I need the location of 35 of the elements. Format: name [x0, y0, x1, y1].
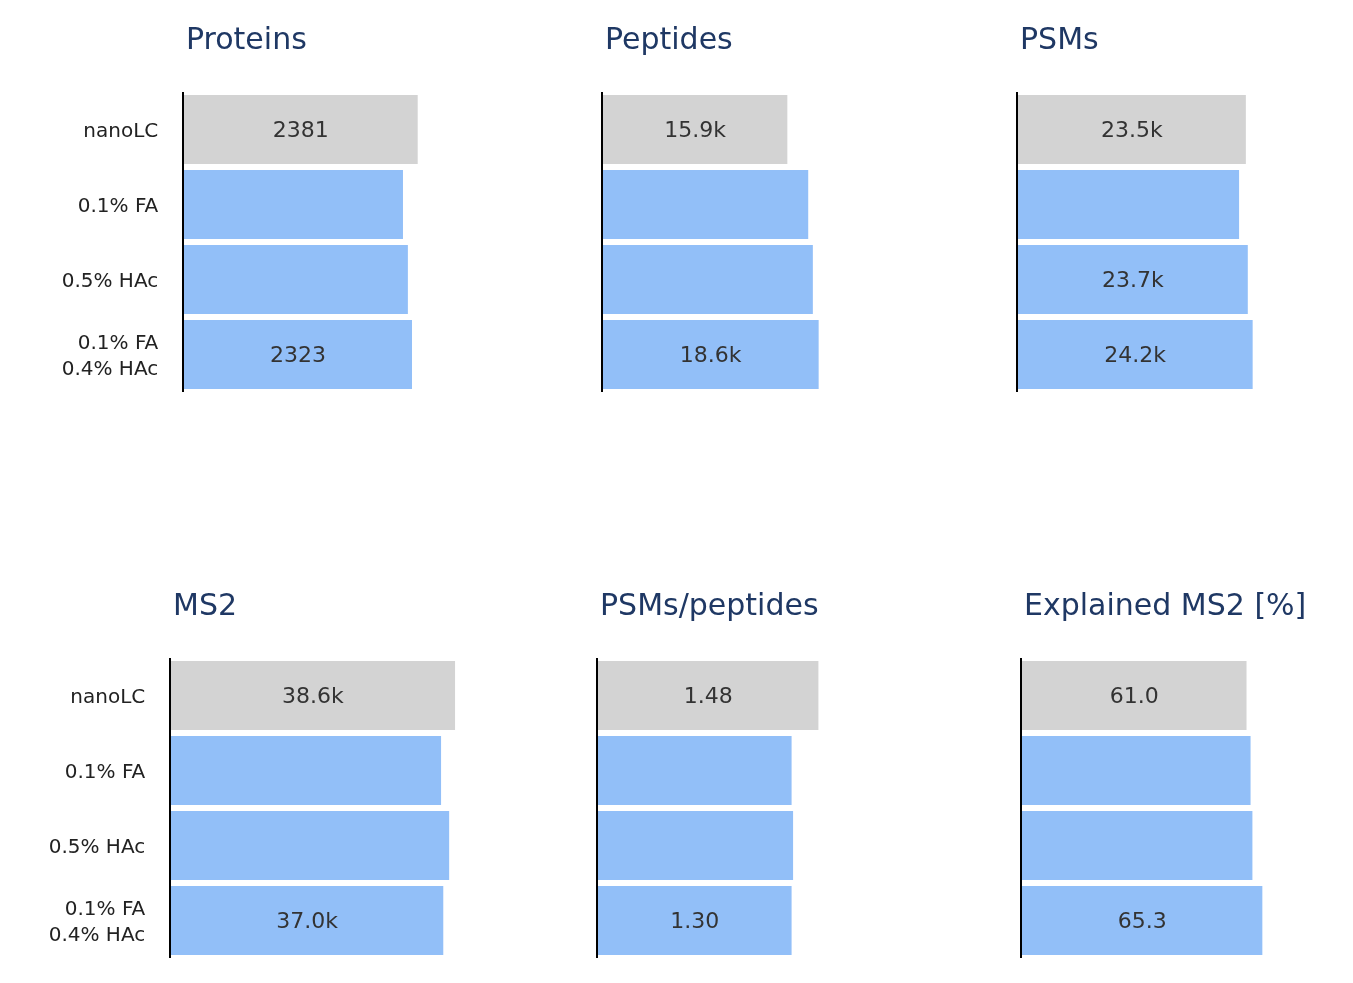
y-tick-label: 0.1% FA [77, 192, 159, 217]
bar [603, 245, 813, 314]
y-tick-label: 0.1% FA 0.4% HAc [61, 329, 159, 380]
chart-title: Peptides [605, 21, 733, 56]
data-label: 37.0k [276, 908, 339, 933]
chart-title: PSMs/peptides [600, 587, 819, 622]
data-label: 18.6k [679, 342, 742, 367]
chart-title: Explained MS2 [%] [1024, 587, 1307, 622]
bar [603, 320, 819, 389]
chart-title: Proteins [186, 21, 307, 56]
data-label: 23.7k [1101, 267, 1164, 292]
data-label: 65.3 [1117, 908, 1167, 933]
bar [603, 170, 809, 239]
data-label: 1.48 [683, 683, 733, 708]
y-tick-label: 0.1% FA [64, 758, 146, 783]
bar [171, 886, 444, 955]
data-label: 24.2k [1104, 342, 1167, 367]
y-tick-label: 0.1% FA 0.4% HAc [48, 895, 146, 946]
y-tick-label: 0.5% HAc [61, 267, 159, 292]
data-label: 1.30 [670, 908, 720, 933]
data-label: 61.0 [1109, 683, 1159, 708]
chart-title: MS2 [173, 587, 238, 622]
y-tick-label: nanoLC [83, 117, 159, 142]
data-label: 23.5k [1100, 117, 1163, 142]
chart-title: PSMs [1020, 21, 1099, 56]
data-label: 2323 [270, 342, 327, 367]
y-tick-label: 0.5% HAc [48, 833, 146, 858]
bar [171, 811, 450, 880]
data-label: 38.6k [282, 683, 345, 708]
data-label: 2381 [272, 117, 329, 142]
data-label: 15.9k [664, 117, 727, 142]
y-tick-label: nanoLC [70, 683, 146, 708]
bar [171, 661, 456, 730]
bar [171, 736, 442, 805]
bar [603, 95, 788, 164]
